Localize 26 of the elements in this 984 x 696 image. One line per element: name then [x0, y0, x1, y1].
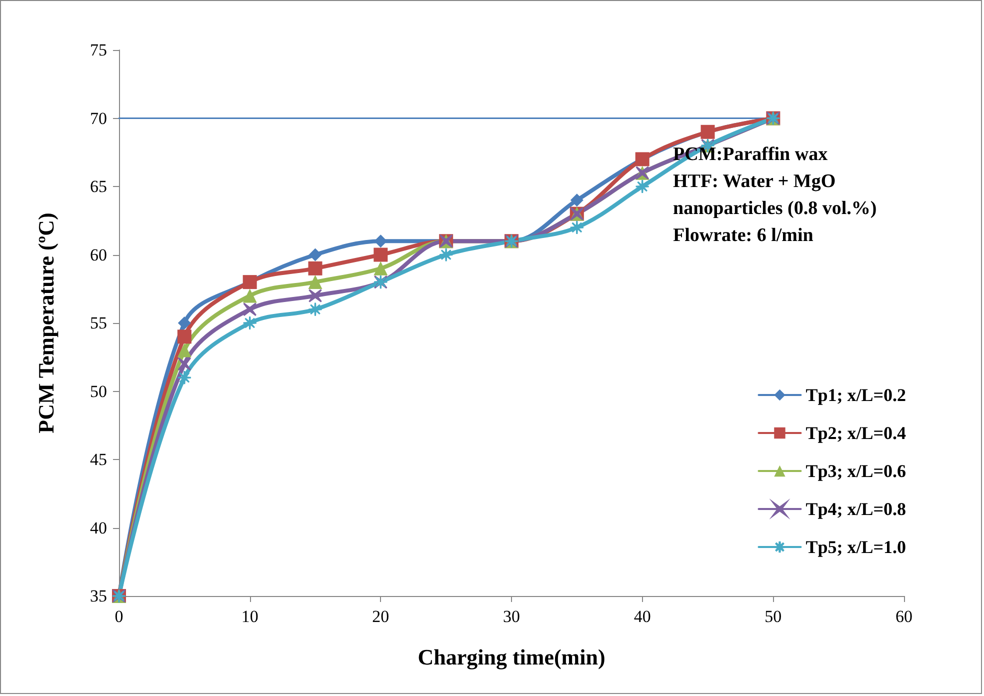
- annotation: HTF: Water + MgO: [673, 171, 836, 192]
- y-tick-label: 75: [90, 40, 107, 60]
- annotation: nanoparticles (0.8 vol.%): [673, 198, 877, 219]
- annotation: Flowrate: 6 l/min: [673, 225, 814, 246]
- y-tick-label: 65: [90, 177, 107, 196]
- y-tick-label: 55: [90, 314, 107, 332]
- y-tick-label: 60: [90, 245, 107, 264]
- x-tick-label: 40: [634, 607, 651, 626]
- legend-label: Tp2; x/L=0.4: [806, 423, 906, 443]
- legend-label: Tp5; x/L=1.0: [806, 537, 906, 557]
- x-axis-title: Charging time(min): [418, 644, 606, 670]
- legend-label: Tp1; x/L=0.2: [806, 385, 906, 405]
- y-tick-label: 40: [90, 518, 107, 538]
- y-tick-label: 70: [90, 108, 107, 128]
- y-tick-label: 50: [90, 382, 107, 401]
- x-tick-label: 0: [114, 607, 124, 626]
- y-tick-label: 45: [90, 450, 107, 469]
- x-tick-label: 50: [764, 607, 782, 626]
- y-tick-label: 35: [90, 586, 107, 606]
- x-tick-label: 20: [372, 607, 390, 626]
- legend-label: Tp3; x/L=0.6: [806, 461, 906, 481]
- x-tick-label: 30: [503, 607, 520, 626]
- x-tick-label: 60: [896, 607, 912, 626]
- y-axis-title: PCM Temperature (ºC): [34, 212, 58, 434]
- x-tick-label: 10: [241, 607, 258, 626]
- legend-label: Tp4; x/L=0.8: [806, 499, 906, 519]
